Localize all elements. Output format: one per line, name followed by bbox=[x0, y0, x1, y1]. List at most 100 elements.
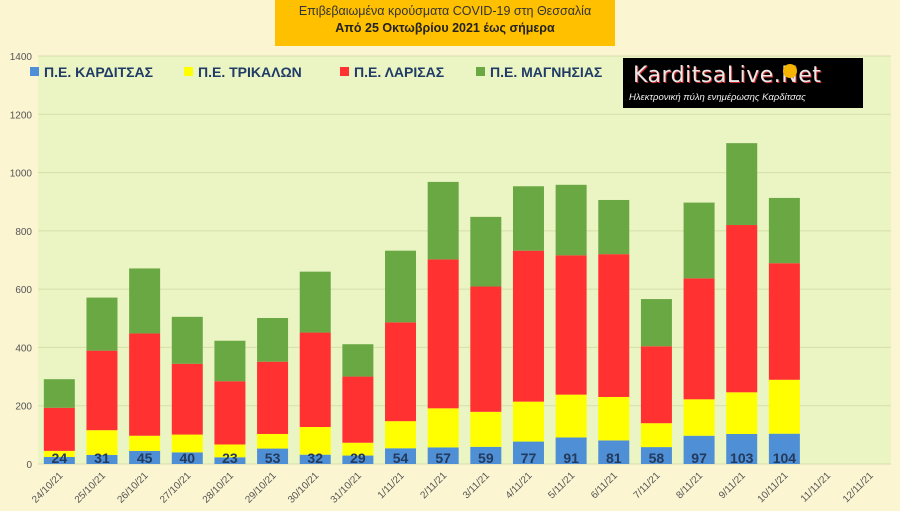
data-label: 45 bbox=[137, 450, 153, 466]
bar-segment-karditsa bbox=[768, 433, 800, 464]
x-tick-label: 8/11/21 bbox=[674, 470, 705, 501]
bar-segment-larisa bbox=[598, 254, 630, 397]
data-label: 32 bbox=[307, 450, 323, 466]
data-label: 40 bbox=[179, 450, 195, 466]
bar-segment-larisa bbox=[214, 381, 246, 445]
bar-segment-karditsa bbox=[683, 435, 715, 464]
bar-segment-karditsa bbox=[726, 433, 758, 464]
bar-segment-trikala bbox=[683, 399, 715, 436]
x-tick-label: 7/11/21 bbox=[632, 470, 663, 501]
x-tick-label: 24/10/21 bbox=[30, 470, 66, 506]
bar-segment-magnisia bbox=[214, 340, 246, 382]
data-label: 31 bbox=[94, 450, 110, 466]
bar-segment-trikala bbox=[470, 411, 502, 447]
bar-segment-trikala bbox=[129, 435, 161, 451]
bar-segment-karditsa bbox=[171, 452, 203, 464]
bar-segment-larisa bbox=[86, 350, 118, 431]
y-tick-label: 600 bbox=[15, 285, 32, 296]
legend-swatch bbox=[184, 67, 193, 76]
bar-segment-larisa bbox=[385, 322, 417, 422]
bar-segment-trikala bbox=[768, 379, 800, 434]
bar-segment-larisa bbox=[342, 376, 374, 443]
x-tick-label: 27/10/21 bbox=[158, 470, 194, 506]
bar-segment-trikala bbox=[726, 392, 758, 434]
data-label: 57 bbox=[435, 450, 451, 466]
bar-segment-magnisia bbox=[640, 299, 672, 347]
x-tick-label: 6/11/21 bbox=[589, 470, 620, 501]
bar-segment-larisa bbox=[171, 363, 203, 435]
bar-segment-karditsa bbox=[129, 450, 161, 464]
x-tick-label: 3/11/21 bbox=[461, 470, 492, 501]
data-label: 77 bbox=[521, 450, 537, 466]
bar-segment-larisa bbox=[640, 346, 672, 424]
x-tick-label: 30/10/21 bbox=[286, 470, 322, 506]
bar-segment-karditsa bbox=[555, 437, 587, 464]
bar-segment-trikala bbox=[640, 423, 672, 448]
bar-segment-trikala bbox=[299, 426, 331, 455]
bar-segment-trikala bbox=[598, 396, 630, 441]
bar-segment-magnisia bbox=[299, 271, 331, 333]
bar-segment-larisa bbox=[512, 250, 544, 402]
bar-segment-magnisia bbox=[257, 317, 289, 362]
bar-segment-larisa bbox=[427, 259, 459, 409]
bar-segment-trikala bbox=[555, 394, 587, 438]
data-label: 23 bbox=[222, 450, 238, 466]
y-tick-label: 1400 bbox=[10, 52, 33, 63]
x-tick-label: 28/10/21 bbox=[201, 470, 237, 506]
bar-segment-magnisia bbox=[512, 186, 544, 251]
bar-segment-karditsa bbox=[86, 454, 118, 464]
data-label: 81 bbox=[606, 450, 622, 466]
site-logo: KarditsaLive.Net Ηλεκτρονική πύλη ενημέρ… bbox=[623, 58, 863, 108]
x-tick-label: 25/10/21 bbox=[73, 470, 109, 506]
legend-swatch bbox=[30, 67, 39, 76]
legend-label: Π.Ε. ΚΑΡΔΙΤΣΑΣ bbox=[44, 64, 153, 80]
bar-segment-karditsa bbox=[470, 446, 502, 464]
bar-segment-larisa bbox=[768, 263, 800, 380]
bar-segment-larisa bbox=[299, 332, 331, 427]
bar-segment-larisa bbox=[43, 407, 75, 451]
x-tick-label: 26/10/21 bbox=[115, 470, 151, 506]
bar-segment-karditsa bbox=[43, 457, 75, 464]
bar-segment-magnisia bbox=[43, 379, 75, 408]
x-tick-label: 9/11/21 bbox=[717, 470, 748, 501]
y-tick-label: 0 bbox=[26, 460, 32, 471]
bar-segment-magnisia bbox=[342, 344, 374, 377]
legend-swatch bbox=[340, 67, 349, 76]
bar-segment-larisa bbox=[555, 255, 587, 395]
bar-segment-magnisia bbox=[598, 199, 630, 255]
bar-segment-trikala bbox=[257, 433, 289, 449]
bar-segment-magnisia bbox=[470, 216, 502, 287]
bar-segment-magnisia bbox=[171, 316, 203, 364]
data-label: 103 bbox=[730, 450, 754, 466]
chart-title-box: Επιβεβαιωμένα κρούσματα COVID-19 στη Θεσ… bbox=[275, 0, 615, 46]
x-tick-label: 10/11/21 bbox=[756, 470, 791, 505]
bar-segment-magnisia bbox=[86, 297, 118, 351]
bar-segment-karditsa bbox=[640, 447, 672, 464]
bar-segment-trikala bbox=[512, 401, 544, 442]
x-tick-label: 29/10/21 bbox=[243, 470, 279, 506]
bar-segment-magnisia bbox=[427, 181, 459, 260]
bar-segment-karditsa bbox=[598, 440, 630, 464]
bar-segment-karditsa bbox=[342, 455, 374, 464]
bar-segment-magnisia bbox=[555, 184, 587, 256]
x-tick-label: 1/11/21 bbox=[376, 470, 407, 501]
bar-segment-trikala bbox=[214, 444, 246, 458]
bar-segment-larisa bbox=[470, 286, 502, 412]
x-tick-label: 11/11/21 bbox=[799, 470, 834, 505]
data-label: 53 bbox=[265, 450, 281, 466]
y-tick-label: 400 bbox=[15, 343, 32, 354]
bar-segment-trikala bbox=[171, 434, 203, 453]
legend-label: Π.Ε. ΜΑΓΝΗΣΙΑΣ bbox=[490, 64, 602, 80]
bar-segment-karditsa bbox=[385, 448, 417, 464]
x-tick-label: 5/11/21 bbox=[546, 470, 577, 501]
x-tick-label: 12/11/21 bbox=[841, 470, 876, 505]
bar-segment-trikala bbox=[342, 442, 374, 456]
y-tick-label: 200 bbox=[15, 402, 32, 413]
bar-segment-trikala bbox=[43, 450, 75, 458]
data-label: 54 bbox=[393, 450, 409, 466]
bar-segment-karditsa bbox=[512, 441, 544, 464]
legend-label: Π.Ε. ΛΑΡΙΣΑΣ bbox=[354, 64, 444, 80]
data-label: 29 bbox=[350, 450, 366, 466]
bar-segment-magnisia bbox=[726, 143, 758, 226]
